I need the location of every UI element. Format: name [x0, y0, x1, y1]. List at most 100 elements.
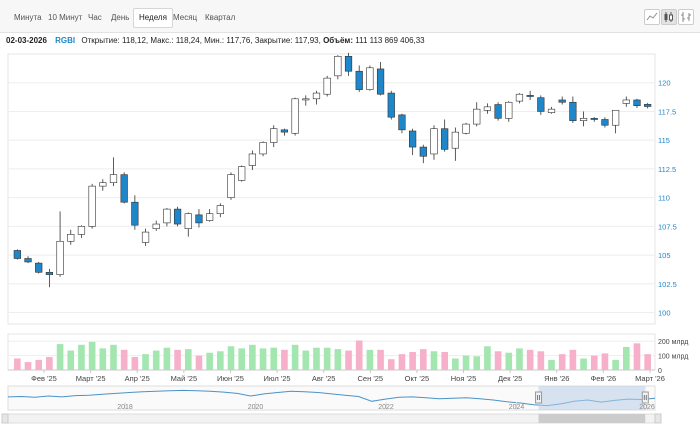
- volume-bar: [409, 352, 416, 370]
- candle-body: [280, 129, 289, 133]
- bar-chart-icon[interactable]: [678, 9, 694, 25]
- info-high-label: Макс.:: [150, 36, 174, 45]
- candle-body: [344, 55, 353, 72]
- date-tick-label: Авг '25: [312, 374, 336, 383]
- price-tick-label: 112.5: [658, 165, 676, 174]
- candle: [419, 144, 427, 164]
- candle-body: [270, 128, 278, 143]
- volume-bar: [35, 359, 43, 370]
- volume-bar: [120, 349, 128, 370]
- volume-bar: [377, 349, 384, 370]
- candle-body: [152, 223, 160, 229]
- tab-day[interactable]: День: [111, 13, 130, 22]
- candle: [344, 52, 353, 76]
- date-tick-label: Ноя '25: [451, 374, 477, 383]
- candle: [141, 228, 150, 246]
- price-tick-label: 120: [658, 79, 671, 88]
- volume-bar: [227, 346, 235, 370]
- volume-bar: [163, 347, 171, 370]
- navigator-tick-label: 2026: [639, 404, 655, 411]
- ohlc-glyph: [681, 12, 691, 22]
- candle-body: [494, 104, 502, 119]
- volume-bar: [110, 344, 117, 370]
- info-ticker: RGBI: [55, 36, 76, 45]
- candle-body: [462, 123, 470, 134]
- info-high: 118,24: [175, 36, 200, 45]
- volume-panel: 0 100 млрд 200 млрд: [7, 333, 688, 375]
- candle-body: [248, 153, 256, 166]
- volume-bar: [217, 351, 224, 370]
- price-tick-label: 107.5: [658, 222, 677, 231]
- volume-bar: [270, 347, 278, 370]
- tab-minute[interactable]: Минута: [14, 13, 42, 22]
- volume-bar: [99, 348, 107, 370]
- volume-bar: [569, 349, 577, 370]
- candle: [163, 207, 171, 227]
- candle: [24, 256, 32, 264]
- price-tick-label: 100: [658, 309, 671, 318]
- date-tick-label: Март '25: [76, 374, 106, 383]
- candle-body: [601, 119, 609, 126]
- candle-body: [302, 98, 310, 101]
- candle: [173, 206, 182, 227]
- candle: [387, 90, 395, 120]
- tab-month[interactable]: Месяц: [173, 13, 198, 22]
- volume-bar: [24, 362, 32, 370]
- candle: [312, 90, 321, 105]
- info-close-label: Закрытие:: [254, 36, 293, 45]
- volume-bar: [366, 349, 374, 370]
- price-plot-area: [7, 53, 656, 325]
- candlestick-chart[interactable]: 100 102.5 105 107.5 110 112.5 115 117.5 120 0 100…: [0, 48, 700, 429]
- candle-body: [644, 104, 652, 107]
- tab-quarter[interactable]: Квартал: [205, 13, 236, 22]
- volume-bar: [505, 352, 513, 370]
- candle-body: [56, 240, 64, 275]
- tab-hour[interactable]: Час: [88, 13, 102, 22]
- candle-body: [558, 99, 566, 103]
- candle-body: [505, 101, 513, 119]
- date-tick-label: Янв '26: [544, 374, 569, 383]
- volume-tick-label: 200 млрд: [658, 339, 688, 346]
- candle-body: [67, 234, 75, 242]
- date-tick-label: Сен '25: [358, 374, 384, 383]
- date-tick-label: Июн '25: [217, 374, 244, 383]
- candle: [280, 128, 289, 136]
- navigator-tick-label: 2018: [117, 404, 133, 411]
- candle: [99, 179, 107, 191]
- volume-bar: [302, 350, 310, 370]
- volume-bar: [419, 349, 427, 370]
- volume-bar: [622, 346, 630, 370]
- navigator-handle-left: [535, 391, 543, 404]
- line-chart-icon[interactable]: [644, 9, 660, 25]
- volume-bar: [601, 353, 609, 370]
- candle: [13, 249, 21, 260]
- price-tick-label: 117.5: [658, 107, 676, 116]
- date-tick-label: Окт '25: [405, 374, 430, 383]
- candle-body: [473, 108, 481, 125]
- candle-body: [569, 101, 577, 121]
- info-open-label: Открытие:: [81, 36, 120, 45]
- volume-tick-label: 100 млрд: [658, 354, 688, 361]
- candle-body: [77, 226, 86, 235]
- candle-body: [387, 92, 395, 118]
- candle: [579, 111, 588, 127]
- candle-body: [323, 77, 331, 95]
- tab-week[interactable]: Неделя: [133, 8, 173, 28]
- volume-bar: [131, 357, 139, 370]
- volume-bar: [494, 351, 502, 370]
- volume-bar: [548, 359, 555, 370]
- candle: [409, 128, 417, 156]
- volume-bar: [46, 357, 53, 370]
- candle: [120, 172, 128, 204]
- navigator: 2018 2020 2022 2024 2026: [1, 385, 662, 424]
- price-tick-label: 110: [658, 194, 670, 203]
- info-open: 118,12: [122, 36, 146, 45]
- info-low: 117,76: [226, 36, 251, 45]
- tab-10-minutes[interactable]: 10 Минут: [48, 13, 83, 22]
- volume-bar: [323, 347, 331, 370]
- candlestick-icon[interactable]: [661, 9, 677, 25]
- candle: [355, 65, 363, 92]
- candle-body: [291, 98, 299, 134]
- candle: [152, 220, 160, 231]
- candle: [248, 150, 256, 171]
